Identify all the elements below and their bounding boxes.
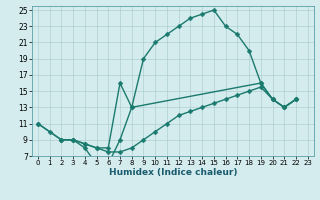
X-axis label: Humidex (Indice chaleur): Humidex (Indice chaleur) [108,168,237,177]
